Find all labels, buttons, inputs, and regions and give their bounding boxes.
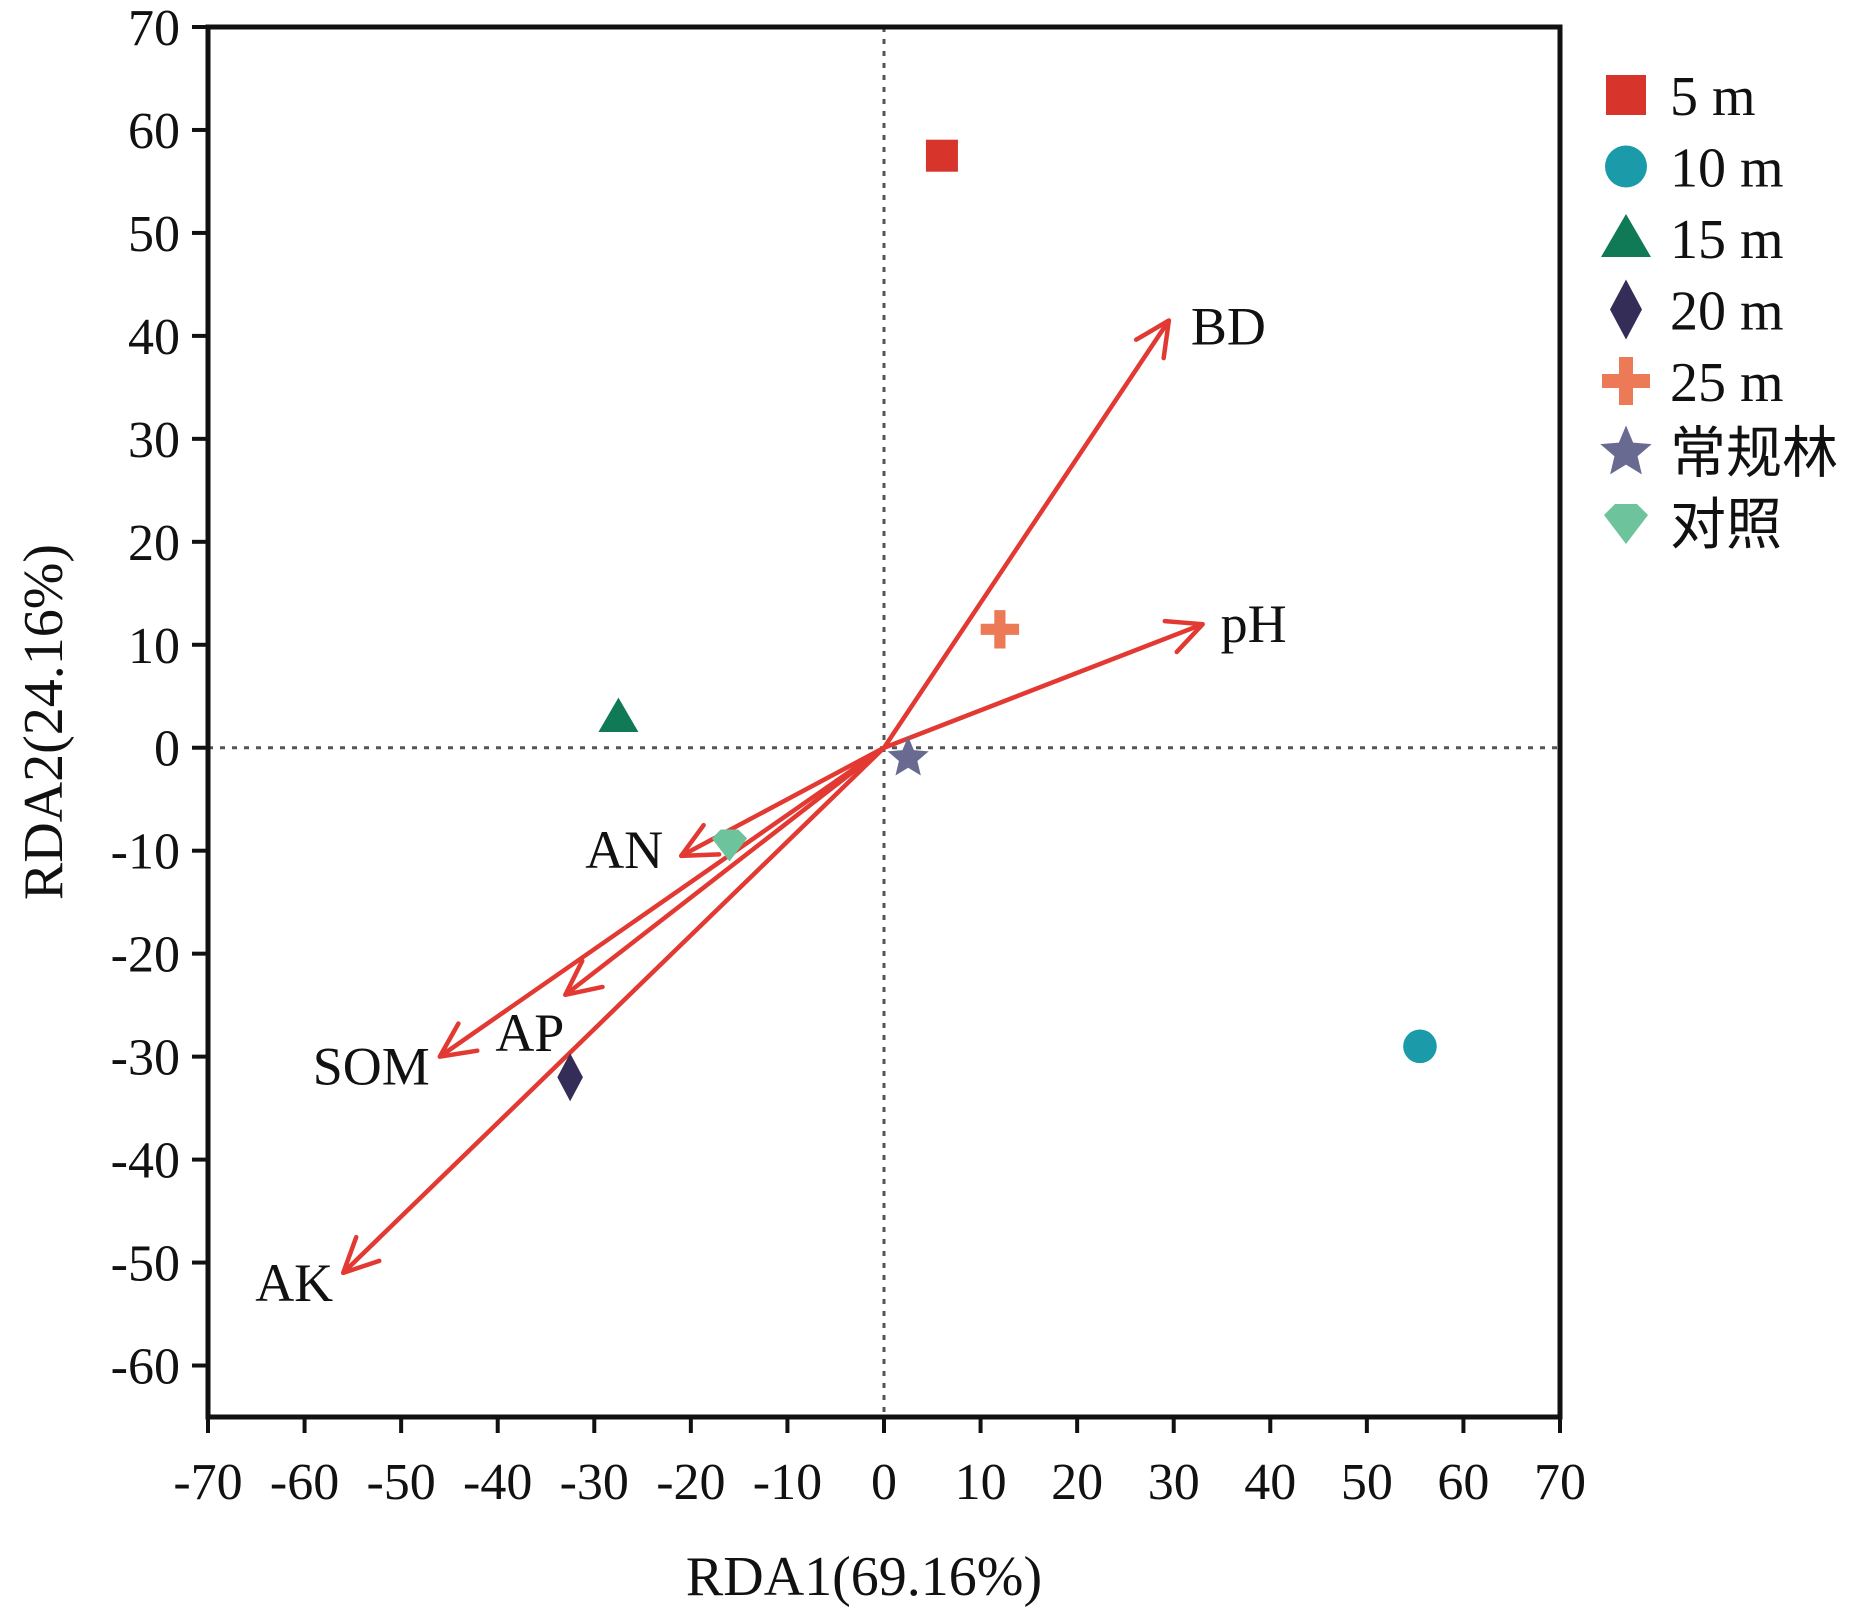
y-axis: -60 -50 -40 -30 -20 -10 0 10 20 30 40 50 60 70 <box>111 0 208 1396</box>
y-tick-label: 10 <box>128 618 180 675</box>
x-tick-label: 20 <box>1051 1454 1103 1511</box>
y-tick-label: 0 <box>154 721 180 778</box>
vector-head-som <box>437 1021 480 1059</box>
x-tick-label: -70 <box>173 1454 242 1511</box>
vector-arrow-ak <box>341 746 886 1275</box>
vector-label-bd: BD <box>1191 296 1266 356</box>
vector-head-ph <box>1162 618 1205 655</box>
point-diamond-3 <box>557 1053 583 1102</box>
x-axis: -70 -60 -50 -40 -30 -20 -10 0 10 20 30 40 50 60 70 <box>173 1417 1586 1511</box>
vector-head-ak <box>340 1234 382 1276</box>
x-tick-label: 10 <box>955 1454 1007 1511</box>
x-tick-label: 70 <box>1534 1454 1586 1511</box>
vector-label-an: AN <box>585 820 663 880</box>
point-star-5 <box>887 736 929 776</box>
y-axis-label: RDA2(24.16%) <box>13 544 75 900</box>
y-tick-label: -10 <box>111 824 180 881</box>
x-tick-label: -60 <box>270 1454 339 1511</box>
vector-arrow-ph <box>883 622 1204 750</box>
x-tick-label: 60 <box>1437 1454 1489 1511</box>
legend-marker-gem <box>1604 504 1648 544</box>
x-tick-label: 40 <box>1244 1454 1296 1511</box>
point-circle-1 <box>1403 1029 1437 1064</box>
point-square-0 <box>925 139 958 172</box>
vector-arrow-som <box>438 745 886 1059</box>
legend-label: 20 m <box>1670 281 1784 343</box>
y-tick-label: 40 <box>128 309 180 366</box>
y-tick-label: -40 <box>111 1133 180 1190</box>
point-plus-4 <box>980 610 1020 649</box>
legend-label: 25 m <box>1670 352 1784 414</box>
x-tick-label: -10 <box>753 1454 822 1511</box>
y-tick-label: -60 <box>111 1339 180 1396</box>
legend-marker-plus <box>1602 357 1650 405</box>
legend-marker-circle <box>1605 145 1647 188</box>
vector-head-an <box>678 822 722 859</box>
vector-group: BD pH AN AP SOM AK <box>255 296 1286 1312</box>
vector-label-ph: pH <box>1221 594 1287 654</box>
y-tick-label: -50 <box>111 1236 180 1293</box>
legend-label: 5 m <box>1670 66 1756 128</box>
y-tick-label: 20 <box>128 515 180 572</box>
vector-head-bd <box>1133 318 1172 361</box>
vector-arrow-ap <box>563 745 886 997</box>
legend-marker-triangle <box>1601 214 1651 257</box>
y-tick-label: -30 <box>111 1030 180 1087</box>
legend-label: 对照 <box>1670 495 1782 557</box>
x-tick-label: -40 <box>463 1454 532 1511</box>
point-group <box>557 139 1437 1102</box>
legend-marker-square <box>1606 75 1646 115</box>
x-tick-label: -50 <box>366 1454 435 1511</box>
point-triangle-2 <box>598 697 639 733</box>
x-tick-label: -20 <box>656 1454 725 1511</box>
x-tick-label: 50 <box>1341 1454 1393 1511</box>
vector-label-ap: AP <box>495 1003 564 1063</box>
x-tick-label: 30 <box>1148 1454 1200 1511</box>
vector-arrow-bd <box>882 319 1171 749</box>
legend-marker-star <box>1600 425 1652 475</box>
vector-label-som: SOM <box>313 1037 430 1097</box>
y-tick-label: -20 <box>111 927 180 984</box>
legend-label: 15 m <box>1670 209 1784 271</box>
legend-marker-diamond <box>1610 279 1642 340</box>
legend-label: 10 m <box>1670 138 1784 200</box>
vector-head-ap <box>563 958 605 998</box>
x-tick-label: 0 <box>871 1454 897 1511</box>
point-gem-6 <box>711 829 748 862</box>
y-tick-label: 70 <box>128 0 180 57</box>
y-tick-label: 50 <box>128 206 180 263</box>
x-tick-label: -30 <box>560 1454 629 1511</box>
x-axis-label: RDA1(69.16%) <box>686 1546 1042 1608</box>
y-tick-label: 60 <box>128 103 180 160</box>
y-tick-label: 30 <box>128 412 180 469</box>
vector-label-ak: AK <box>255 1253 333 1313</box>
legend-label: 常规林 <box>1670 424 1838 486</box>
vector-arrow-an <box>680 745 886 858</box>
